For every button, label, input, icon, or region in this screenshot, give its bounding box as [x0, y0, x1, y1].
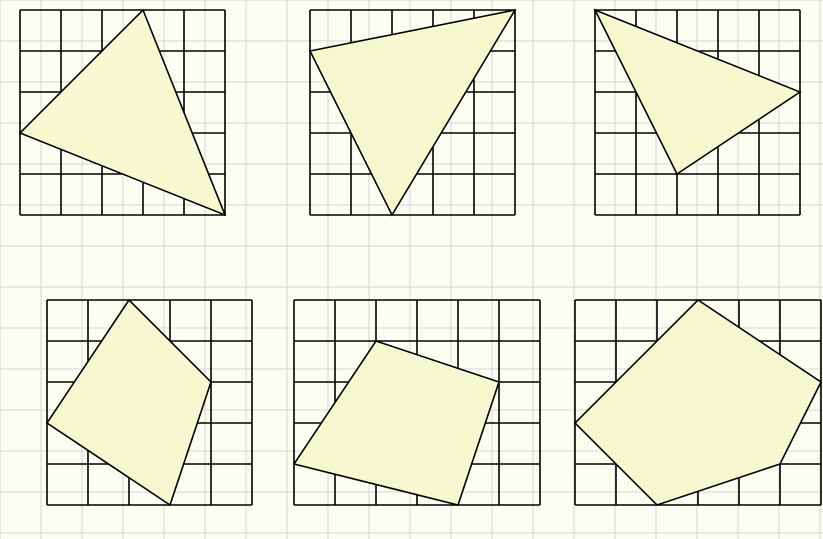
- diagram-svg: [0, 0, 823, 539]
- diagram-canvas: [0, 0, 823, 539]
